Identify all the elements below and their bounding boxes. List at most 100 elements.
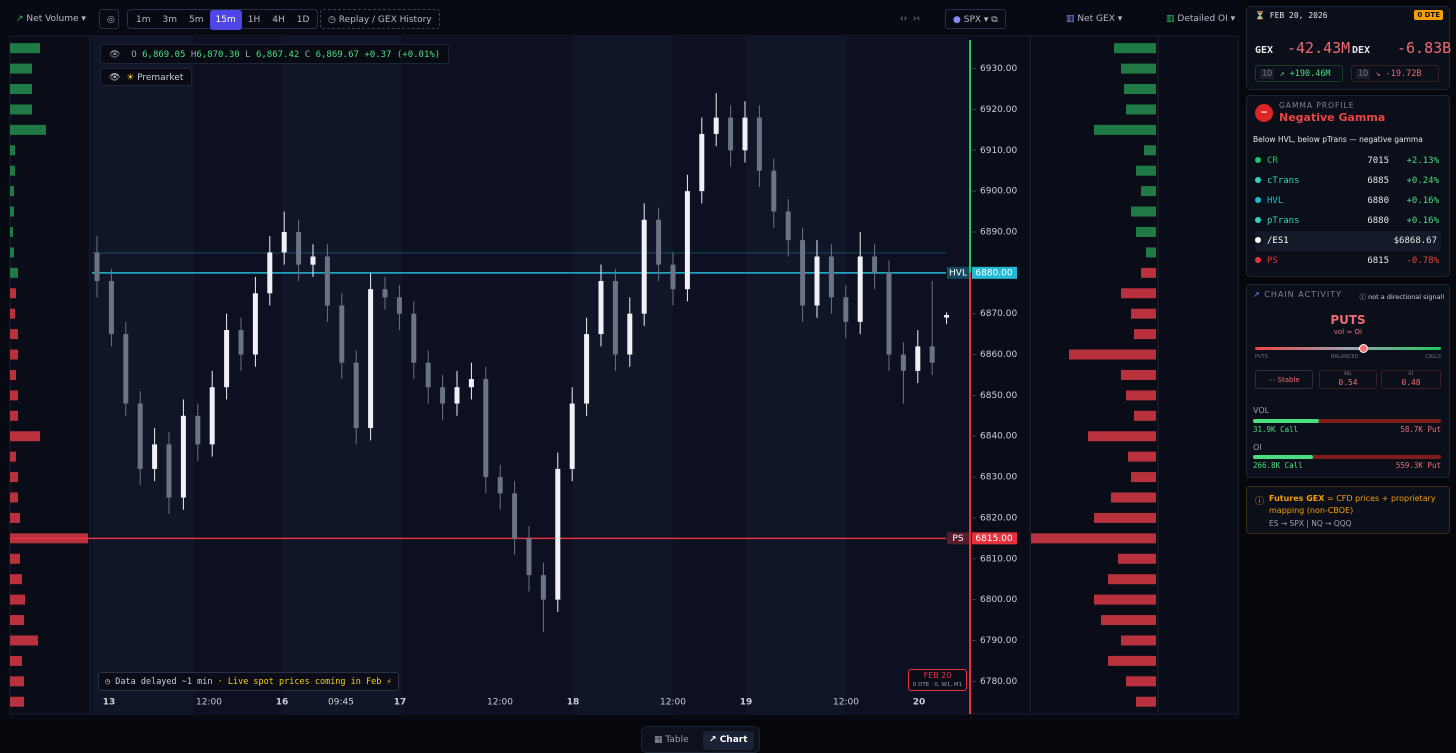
candle-body: [641, 219, 647, 314]
dex-label: DEX: [1352, 45, 1371, 56]
y-tick-label: 6930.00: [980, 64, 1017, 74]
tab-active[interactable]: ↗ Chart: [703, 731, 754, 750]
level-row: CR 7015 +2.13%: [1255, 151, 1441, 171]
level-change: +2.13%: [1406, 156, 1439, 166]
x-tick-label: 18: [567, 698, 580, 708]
volume-bar: [10, 574, 22, 585]
volume-bar: [10, 206, 14, 217]
x-tick-label: 13: [103, 698, 116, 708]
y-tick-label: 6800.00: [980, 595, 1017, 605]
level-name: CR: [1267, 156, 1278, 166]
volume-bar: [10, 329, 18, 340]
gex-bar: [1069, 349, 1156, 360]
disclaimer: not a directional signal!: [1368, 293, 1445, 301]
timeframe[interactable]: 3m: [162, 15, 178, 25]
volume-bar: [10, 349, 18, 360]
candle-body: [425, 362, 431, 388]
level-name: PS: [1267, 256, 1278, 266]
x-tick-label: 09:45: [328, 698, 354, 708]
x-tick-label: 19: [740, 698, 753, 708]
candle-body: [555, 468, 561, 600]
candle-body: [382, 289, 388, 298]
gex-bar: [1141, 267, 1156, 278]
candle-body: [915, 346, 921, 371]
icon-button[interactable]: ◎: [99, 9, 119, 29]
indicator-select[interactable]: ↗ Net Volume ▾: [16, 14, 86, 24]
candle-body: [900, 354, 906, 371]
y-tick-label: 6890.00: [980, 227, 1017, 237]
level-dot: [1255, 217, 1261, 223]
candle-body: [598, 281, 604, 335]
futures-text: = CFD prices + proprietary mapping (non-…: [1269, 494, 1436, 515]
tab-bar: ▦ Table ↗ Chart: [641, 726, 760, 753]
level-dot: [1255, 197, 1261, 203]
level-row: /ES1 $6868.67: [1255, 231, 1441, 251]
gex-bar: [1094, 124, 1156, 135]
vol-put: 58.7K Put: [1400, 425, 1441, 434]
gamma-note: Below HVL, below pTrans — negative gamma: [1253, 135, 1423, 144]
session-band: [746, 36, 846, 714]
notice-text: Data delayed ~1 min: [115, 677, 213, 687]
ohlc-value: 6,869.05: [142, 50, 186, 60]
gex-bar: [1111, 492, 1156, 503]
dte-badge: 0 DTE: [1414, 10, 1443, 20]
volume-bar: [10, 512, 20, 523]
y-tick-label: 6820.00: [980, 513, 1017, 523]
y-tick-label: 6850.00: [980, 391, 1017, 401]
expiry-badge: FEB 20 0 DTE · 0, W1, M1: [908, 669, 967, 691]
timeframe[interactable]: 1D: [296, 15, 310, 25]
premarket-toggle[interactable]: 👁 ☀ Premarket: [100, 68, 193, 86]
level-name: HVL: [949, 268, 967, 278]
gex-bar: [1088, 431, 1156, 442]
gex-value: -42.43M: [1287, 39, 1351, 57]
gex-bar: [1101, 615, 1156, 626]
symbol-select[interactable]: ● SPX ▾ ⧉: [945, 9, 1006, 29]
gex-bar: [1126, 390, 1156, 401]
candle-body: [108, 281, 114, 335]
timeframe[interactable]: 4H: [272, 15, 285, 25]
ohlc-key: L: [245, 50, 251, 60]
ohlc-value: 6,870.30: [196, 50, 240, 60]
candle-body: [670, 264, 676, 290]
nav-arrows[interactable]: ‹› ›‹: [900, 14, 921, 24]
timeframe[interactable]: 1H: [247, 15, 261, 25]
volume-bar: [10, 472, 18, 483]
candle-body: [569, 403, 575, 469]
metric-label: VOL: [1343, 372, 1353, 377]
candle-body: [468, 379, 474, 388]
gex-bar: [1094, 594, 1156, 605]
volume-bar: [10, 267, 18, 278]
candle-body: [224, 330, 230, 388]
gex-bar: [1118, 553, 1156, 564]
gex-bar: [1134, 410, 1156, 421]
tab[interactable]: ▦ Table: [654, 735, 689, 745]
timeframe-active[interactable]: 15m: [209, 10, 242, 30]
level-change: +0.16%: [1406, 196, 1439, 206]
ohlc-value: 6,869.67: [315, 50, 359, 60]
gex-select[interactable]: ▥ Net GEX ▾: [1066, 14, 1123, 24]
session-band: [573, 36, 673, 714]
balance-knob: [1359, 344, 1368, 353]
gex-bar: [1136, 226, 1156, 237]
expiry-detail: 0 DTE · 0, W1, M1: [912, 682, 963, 688]
gex-label: GEX: [1255, 45, 1274, 56]
oi-call: 266.8K Call: [1253, 461, 1303, 470]
timeframe[interactable]: 1m: [136, 15, 151, 25]
candle-body: [886, 272, 892, 355]
timeframe[interactable]: 5m: [189, 15, 204, 25]
futures-note: ⓘ Futures GEX = CFD prices + proprietary…: [1246, 486, 1450, 534]
candle-body: [324, 256, 330, 306]
volume-bar: [10, 104, 32, 115]
candle-body: [281, 231, 287, 253]
candle-body: [238, 330, 244, 355]
notice-highlight: · Live spot prices coming in Feb ⚡: [217, 677, 392, 687]
candle-body: [843, 297, 849, 322]
replay-button[interactable]: ◷ Replay / GEX History: [320, 9, 440, 29]
x-tick-label: 17: [394, 698, 407, 708]
level-row: HVL 6880 +0.16%: [1255, 191, 1441, 211]
x-tick-label: 16: [276, 698, 289, 708]
volume-bar: [10, 226, 13, 237]
dex-value: -6.83B: [1397, 39, 1452, 57]
candle-body: [483, 379, 489, 478]
oi-select[interactable]: ▥ Detailed OI ▾: [1166, 14, 1236, 24]
